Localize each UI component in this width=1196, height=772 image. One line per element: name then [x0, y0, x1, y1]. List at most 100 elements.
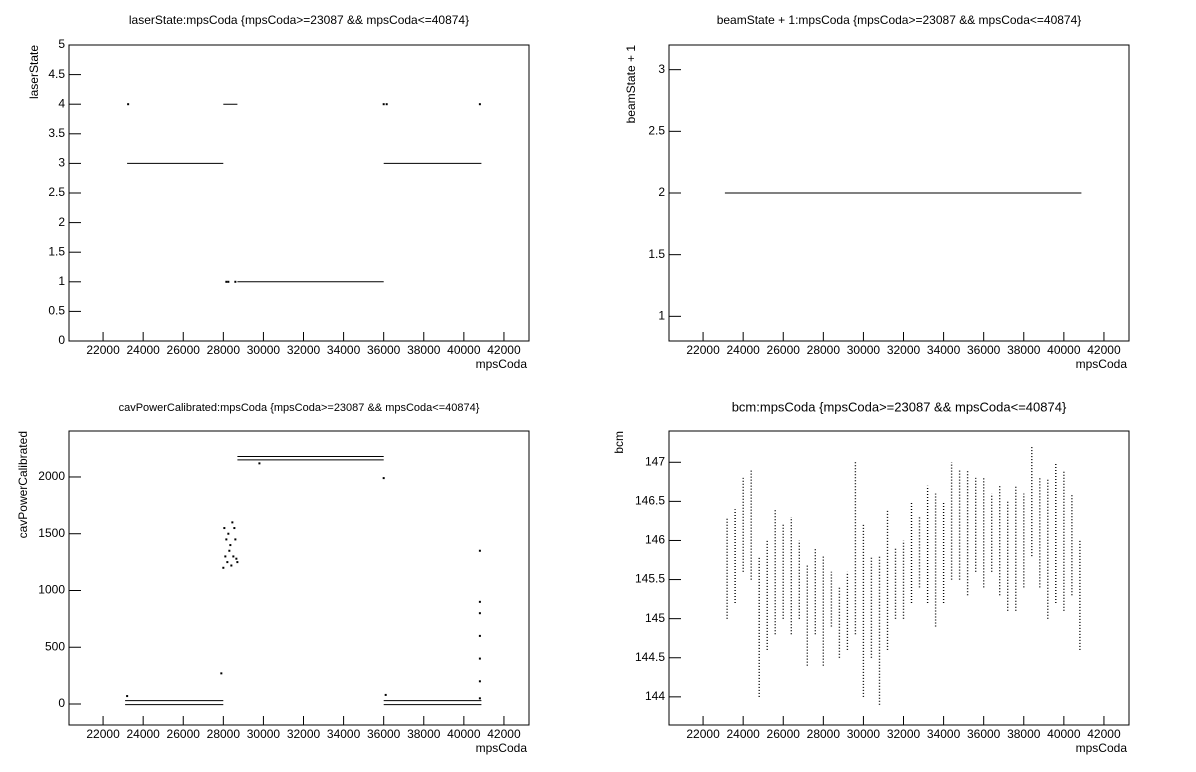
point: [478, 612, 481, 615]
x-tick-label: 22000: [686, 727, 720, 741]
y-tick-label: 500: [45, 639, 65, 653]
y-tick-label: 146: [645, 533, 665, 547]
x-tick-label: 30000: [847, 727, 881, 741]
chart-title: bcm:mpsCoda {mpsCoda>=23087 && mpsCoda<=…: [732, 399, 1067, 414]
x-tick-label: 42000: [1087, 343, 1121, 357]
y-tick-label: 145.5: [635, 572, 665, 586]
x-tick-label: 40000: [1047, 343, 1081, 357]
y-tick-label: 3.5: [48, 126, 65, 140]
point: [478, 657, 481, 660]
point: [223, 527, 226, 530]
point: [234, 538, 237, 541]
x-axis-label: mpsCoda: [1076, 741, 1128, 755]
chart-title: beamState + 1:mpsCoda {mpsCoda>=23087 &&…: [717, 13, 1082, 27]
point: [224, 555, 227, 558]
x-tick-label: 34000: [327, 727, 361, 741]
x-tick-label: 22000: [86, 727, 120, 741]
x-axis-label: mpsCoda: [1076, 357, 1128, 371]
point: [228, 549, 231, 552]
x-tick-label: 36000: [967, 727, 1001, 741]
point: [234, 280, 237, 283]
x-tick-label: 26000: [167, 727, 201, 741]
x-tick-label: 38000: [407, 727, 441, 741]
y-axis-label: beamState + 1: [624, 45, 638, 124]
x-tick-label: 22000: [86, 343, 120, 357]
x-tick-label: 34000: [927, 727, 961, 741]
x-tick-label: 30000: [847, 343, 881, 357]
x-tick-label: 30000: [247, 727, 281, 741]
point: [229, 544, 232, 547]
point: [230, 564, 233, 567]
x-tick-label: 36000: [967, 343, 1001, 357]
y-tick-label: 1000: [38, 583, 65, 597]
point: [220, 672, 223, 675]
point: [225, 280, 228, 283]
point: [227, 532, 230, 535]
point: [227, 280, 230, 283]
point: [226, 561, 229, 564]
data-line: [726, 446, 1081, 705]
y-tick-label: 0.5: [48, 304, 65, 318]
y-tick-label: 2000: [38, 469, 65, 483]
y-tick-label: 5: [58, 37, 65, 51]
x-tick-label: 38000: [1007, 727, 1041, 741]
x-tick-label: 24000: [126, 343, 160, 357]
x-tick-label: 22000: [686, 343, 720, 357]
x-axis-label: mpsCoda: [476, 741, 528, 755]
x-tick-label: 26000: [767, 343, 801, 357]
y-tick-label: 1: [658, 309, 665, 323]
x-tick-label: 28000: [807, 727, 841, 741]
x-tick-label: 36000: [367, 343, 401, 357]
y-axis-label: cavPowerCalibrated: [16, 431, 30, 538]
y-tick-label: 4.5: [48, 67, 65, 81]
y-tick-label: 144.5: [635, 650, 665, 664]
y-tick-label: 1: [58, 274, 65, 288]
point: [232, 555, 235, 558]
point: [127, 103, 130, 106]
point: [235, 557, 238, 560]
y-tick-label: 2.5: [48, 185, 65, 199]
data-line: [127, 103, 482, 283]
x-tick-label: 40000: [1047, 727, 1081, 741]
x-axis-label: mpsCoda: [476, 357, 528, 371]
x-tick-label: 32000: [887, 727, 921, 741]
x-tick-label: 34000: [327, 343, 361, 357]
x-tick-label: 24000: [726, 343, 760, 357]
point: [126, 695, 129, 698]
point: [478, 697, 481, 700]
x-tick-label: 32000: [287, 343, 321, 357]
point: [384, 693, 387, 696]
x-tick-label: 26000: [767, 727, 801, 741]
point: [233, 527, 236, 530]
x-tick-label: 30000: [247, 343, 281, 357]
x-tick-label: 32000: [287, 727, 321, 741]
x-tick-label: 26000: [167, 343, 201, 357]
plot-frame: [68, 430, 530, 726]
point: [478, 549, 481, 552]
point: [236, 561, 239, 564]
data-line: [125, 456, 482, 706]
point: [478, 680, 481, 683]
x-tick-label: 40000: [447, 343, 481, 357]
y-axis-label: laserState: [27, 45, 41, 99]
x-tick-label: 38000: [1007, 343, 1041, 357]
y-tick-label: 0: [58, 696, 65, 710]
x-tick-label: 34000: [927, 343, 961, 357]
y-tick-label: 1500: [38, 526, 65, 540]
y-axis-label: bcm: [612, 431, 626, 454]
point: [382, 103, 385, 106]
y-tick-label: 2: [58, 215, 65, 229]
point: [478, 634, 481, 637]
point: [225, 538, 228, 541]
y-tick-label: 2.5: [648, 124, 665, 138]
y-tick-label: 3: [58, 156, 65, 170]
x-tick-label: 42000: [487, 343, 521, 357]
y-tick-label: 4: [58, 96, 65, 110]
x-tick-label: 36000: [367, 727, 401, 741]
x-tick-label: 24000: [126, 727, 160, 741]
x-tick-label: 32000: [887, 343, 921, 357]
y-tick-label: 147: [645, 454, 665, 468]
x-tick-label: 40000: [447, 727, 481, 741]
x-tick-label: 28000: [207, 727, 241, 741]
y-tick-label: 2: [658, 185, 665, 199]
